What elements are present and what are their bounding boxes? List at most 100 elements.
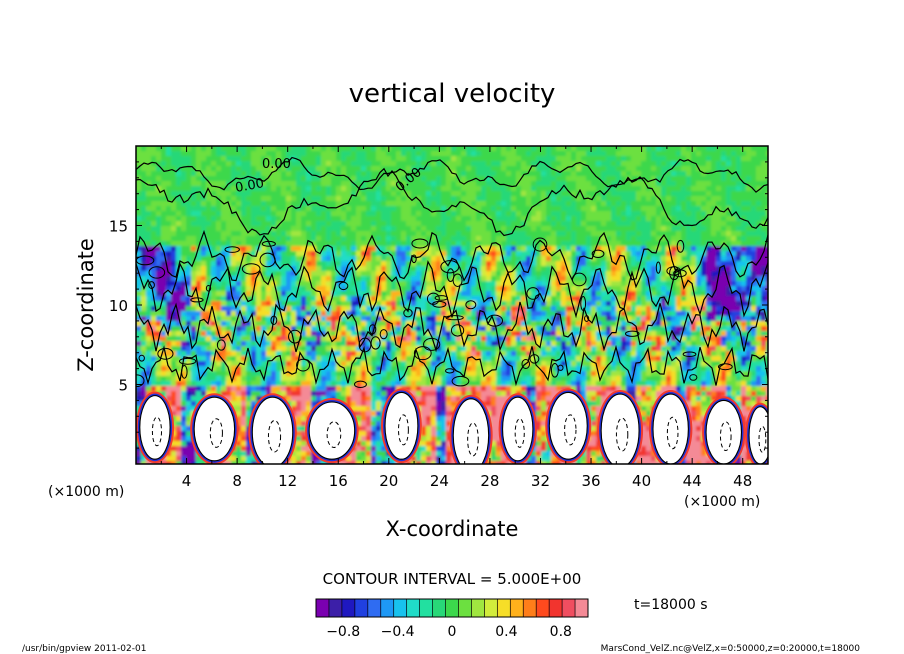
field-cell xyxy=(706,271,712,277)
field-cell xyxy=(221,206,227,212)
field-cell xyxy=(566,171,572,177)
field-cell xyxy=(546,286,552,292)
field-cell xyxy=(391,271,397,277)
field-cell xyxy=(746,231,752,237)
field-cell xyxy=(536,301,542,307)
field-cell xyxy=(616,251,622,257)
field-cell xyxy=(386,231,392,237)
field-cell xyxy=(401,206,407,212)
field-cell xyxy=(601,186,607,192)
field-cell xyxy=(586,326,592,332)
field-cell xyxy=(446,191,452,197)
field-cell xyxy=(601,161,607,167)
field-cell xyxy=(536,171,542,177)
field-cell xyxy=(621,336,627,342)
field-cell xyxy=(526,326,532,332)
field-cell xyxy=(186,261,192,267)
field-cell xyxy=(541,156,547,162)
field-cell xyxy=(521,286,527,292)
field-cell xyxy=(216,191,222,197)
field-cell xyxy=(161,171,167,177)
field-cell xyxy=(136,276,142,282)
field-cell xyxy=(181,341,187,347)
field-cell xyxy=(411,311,417,317)
field-cell xyxy=(441,236,447,242)
field-cell xyxy=(576,201,582,207)
field-cell xyxy=(601,156,607,162)
field-cell xyxy=(276,341,282,347)
field-cell xyxy=(616,146,622,152)
field-cell xyxy=(281,241,287,247)
field-cell xyxy=(371,206,377,212)
field-cell xyxy=(426,166,432,172)
field-cell xyxy=(606,196,612,202)
field-cell xyxy=(271,331,277,337)
field-cell xyxy=(521,266,527,272)
field-cell xyxy=(356,176,362,182)
field-cell xyxy=(141,316,147,322)
field-cell xyxy=(181,161,187,167)
field-cell xyxy=(346,206,352,212)
field-cell xyxy=(506,171,512,177)
field-cell xyxy=(701,241,707,247)
field-cell xyxy=(731,311,737,317)
field-cell xyxy=(611,296,617,302)
field-cell xyxy=(356,166,362,172)
field-cell xyxy=(586,291,592,297)
field-cell xyxy=(631,211,637,217)
field-cell xyxy=(396,171,402,177)
field-cell xyxy=(611,321,617,327)
field-cell xyxy=(251,181,257,187)
field-cell xyxy=(681,226,687,232)
field-cell xyxy=(761,296,767,302)
field-cell xyxy=(626,331,632,337)
field-cell xyxy=(586,296,592,302)
field-cell xyxy=(641,271,647,277)
field-cell xyxy=(166,341,172,347)
field-cell xyxy=(736,311,742,317)
field-cell xyxy=(731,291,737,297)
field-cell xyxy=(191,256,197,262)
field-cell xyxy=(341,331,347,337)
field-cell xyxy=(556,171,562,177)
field-cell xyxy=(416,206,422,212)
field-cell xyxy=(531,221,537,227)
field-cell xyxy=(666,286,672,292)
field-cell xyxy=(176,246,182,252)
field-cell xyxy=(286,216,292,222)
field-cell xyxy=(426,231,432,237)
field-cell xyxy=(146,276,152,282)
field-cell xyxy=(161,271,167,277)
field-cell xyxy=(476,156,482,162)
field-cell xyxy=(561,156,567,162)
field-cell xyxy=(341,161,347,167)
field-cell xyxy=(141,226,147,232)
field-cell xyxy=(211,341,217,347)
field-cell xyxy=(326,336,332,342)
field-cell xyxy=(716,306,722,312)
field-cell xyxy=(216,276,222,282)
field-cell xyxy=(181,286,187,292)
field-cell xyxy=(566,196,572,202)
field-cell xyxy=(266,301,272,307)
field-cell xyxy=(631,201,637,207)
field-cell xyxy=(156,216,162,222)
field-cell xyxy=(171,161,177,167)
field-cell xyxy=(666,246,672,252)
field-cell xyxy=(251,331,257,337)
field-cell xyxy=(706,246,712,252)
field-cell xyxy=(186,201,192,207)
field-cell xyxy=(511,271,517,277)
field-cell xyxy=(651,281,657,287)
field-cell xyxy=(516,296,522,302)
field-cell xyxy=(751,266,757,272)
field-cell xyxy=(701,311,707,317)
field-cell xyxy=(181,171,187,177)
field-cell xyxy=(456,221,462,227)
field-cell xyxy=(556,266,562,272)
field-cell xyxy=(321,281,327,287)
field-cell xyxy=(351,211,357,217)
field-cell xyxy=(346,221,352,227)
field-cell xyxy=(426,266,432,272)
field-cell xyxy=(296,191,302,197)
